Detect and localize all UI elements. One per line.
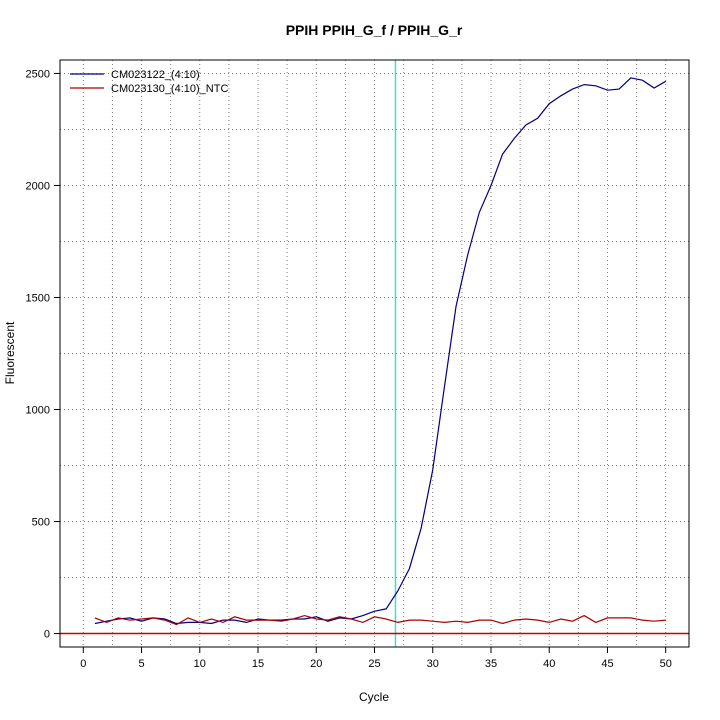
- grid: [60, 60, 689, 647]
- y-tick-label: 2000: [26, 180, 50, 192]
- x-tick-label: 50: [660, 658, 672, 670]
- x-tick-label: 15: [252, 658, 264, 670]
- x-axis-label: Cycle: [359, 690, 389, 704]
- y-tick-label: 0: [44, 629, 50, 641]
- series-line-2: [94, 614, 666, 626]
- y-tick-label: 2500: [26, 68, 50, 80]
- series-lines: [94, 77, 667, 626]
- y-axis-label: Fluorescent: [3, 321, 17, 384]
- x-tick-label: 20: [310, 658, 322, 670]
- reference-lines: [60, 60, 689, 647]
- x-tick-label: 10: [194, 658, 206, 670]
- x-tick-label: 0: [80, 658, 86, 670]
- x-tick-label: 30: [427, 658, 439, 670]
- x-tick-label: 5: [138, 658, 144, 670]
- legend-label-2: CM023130_(4:10)_NTC: [111, 83, 228, 95]
- x-tick-label: 45: [601, 658, 613, 670]
- y-tick-label: 1000: [26, 405, 50, 417]
- series-line-1: [94, 77, 667, 625]
- y-tick-label: 1500: [26, 292, 50, 304]
- y-tick-label: 500: [32, 517, 50, 529]
- x-tick-label: 40: [543, 658, 555, 670]
- legend: CM023122_(4:10) CM023130_(4:10)_NTC: [70, 69, 228, 95]
- chart-title: PPIH PPIH_G_f / PPIH_G_r: [286, 22, 463, 38]
- legend-label-1: CM023122_(4:10): [111, 69, 200, 81]
- x-tick-label: 25: [368, 658, 380, 670]
- x-tick-label: 35: [485, 658, 497, 670]
